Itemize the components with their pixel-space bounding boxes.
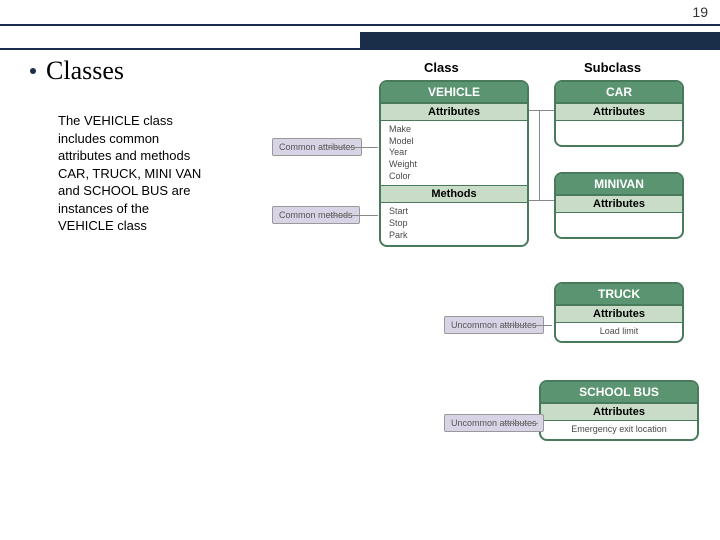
line-common-attr	[328, 147, 378, 148]
line-schoolbus-h	[502, 423, 538, 424]
line-car-h	[529, 110, 554, 111]
schoolbus-attributes-body: Emergency exit location	[541, 421, 697, 439]
minivan-subclass-box: MINIVAN Attributes	[554, 172, 684, 239]
car-header: CAR	[556, 82, 682, 103]
minivan-attributes-body	[556, 213, 682, 237]
vehicle-class-box: VEHICLE Attributes Make Model Year Weigh…	[379, 80, 529, 247]
vehicle-methods-title: Methods	[381, 185, 527, 203]
line-common-methods	[328, 215, 378, 216]
vehicle-attributes-title: Attributes	[381, 103, 527, 121]
truck-header: TRUCK	[556, 284, 682, 305]
car-subclass-box: CAR Attributes	[554, 80, 684, 147]
page-number: 19	[692, 4, 708, 20]
class-diagram: Class Subclass VEHICLE Attributes Make M…	[254, 60, 720, 530]
car-attributes-title: Attributes	[556, 103, 682, 121]
line-minivan-h	[529, 200, 554, 201]
slide-content: Classes The VEHICLE class includes commo…	[24, 56, 710, 530]
vehicle-header: VEHICLE	[381, 82, 527, 103]
minivan-header: MINIVAN	[556, 174, 682, 195]
truck-subclass-box: TRUCK Attributes Load limit	[554, 282, 684, 343]
slide-header-bar	[0, 24, 720, 28]
vehicle-attributes-list: Make Model Year Weight Color	[381, 121, 527, 185]
truck-attributes-title: Attributes	[556, 305, 682, 323]
line-truck-h	[502, 325, 552, 326]
column-header-class: Class	[424, 60, 459, 75]
line-car-minivan-v	[539, 110, 540, 200]
vehicle-methods-list: Start Stop Park	[381, 203, 527, 244]
column-header-subclass: Subclass	[584, 60, 641, 75]
slide-title: Classes	[46, 56, 124, 86]
schoolbus-attributes-title: Attributes	[541, 403, 697, 421]
schoolbus-header: SCHOOL BUS	[541, 382, 697, 403]
bullet-dot-icon	[30, 68, 36, 74]
schoolbus-subclass-box: SCHOOL BUS Attributes Emergency exit loc…	[539, 380, 699, 441]
car-attributes-body	[556, 121, 682, 145]
minivan-attributes-title: Attributes	[556, 195, 682, 213]
slide-body-text: The VEHICLE class includes common attrib…	[58, 112, 208, 235]
truck-attributes-body: Load limit	[556, 323, 682, 341]
